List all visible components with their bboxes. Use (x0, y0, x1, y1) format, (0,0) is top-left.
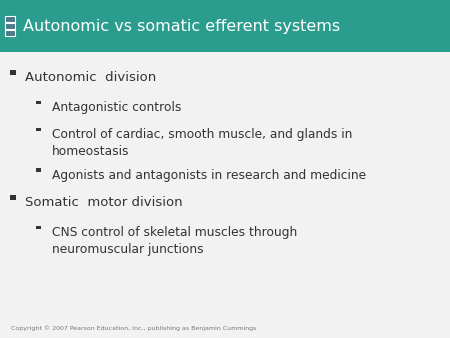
Text: Somatic  motor division: Somatic motor division (25, 196, 182, 209)
Text: Antagonistic controls: Antagonistic controls (52, 101, 181, 114)
Bar (10, 195, 16, 200)
Text: Copyright © 2007 Pearson Education, Inc., publishing as Benjamin Cummings: Copyright © 2007 Pearson Education, Inc.… (11, 325, 256, 331)
Bar (36, 101, 41, 104)
Bar (36, 226, 41, 230)
Bar (5, 23, 15, 29)
Text: Control of cardiac, smooth muscle, and glands in
homeostasis: Control of cardiac, smooth muscle, and g… (52, 128, 352, 158)
Bar (36, 168, 41, 172)
Text: CNS control of skeletal muscles through
neuromuscular junctions: CNS control of skeletal muscles through … (52, 226, 297, 256)
Bar (0, 0, 450, 52)
Bar (10, 70, 16, 75)
Bar (5, 30, 15, 37)
Bar (5, 16, 15, 22)
Text: Autonomic vs somatic efferent systems: Autonomic vs somatic efferent systems (23, 19, 341, 33)
Text: Autonomic  division: Autonomic division (25, 71, 156, 83)
Bar (36, 128, 41, 131)
Text: Agonists and antagonists in research and medicine: Agonists and antagonists in research and… (52, 169, 366, 182)
